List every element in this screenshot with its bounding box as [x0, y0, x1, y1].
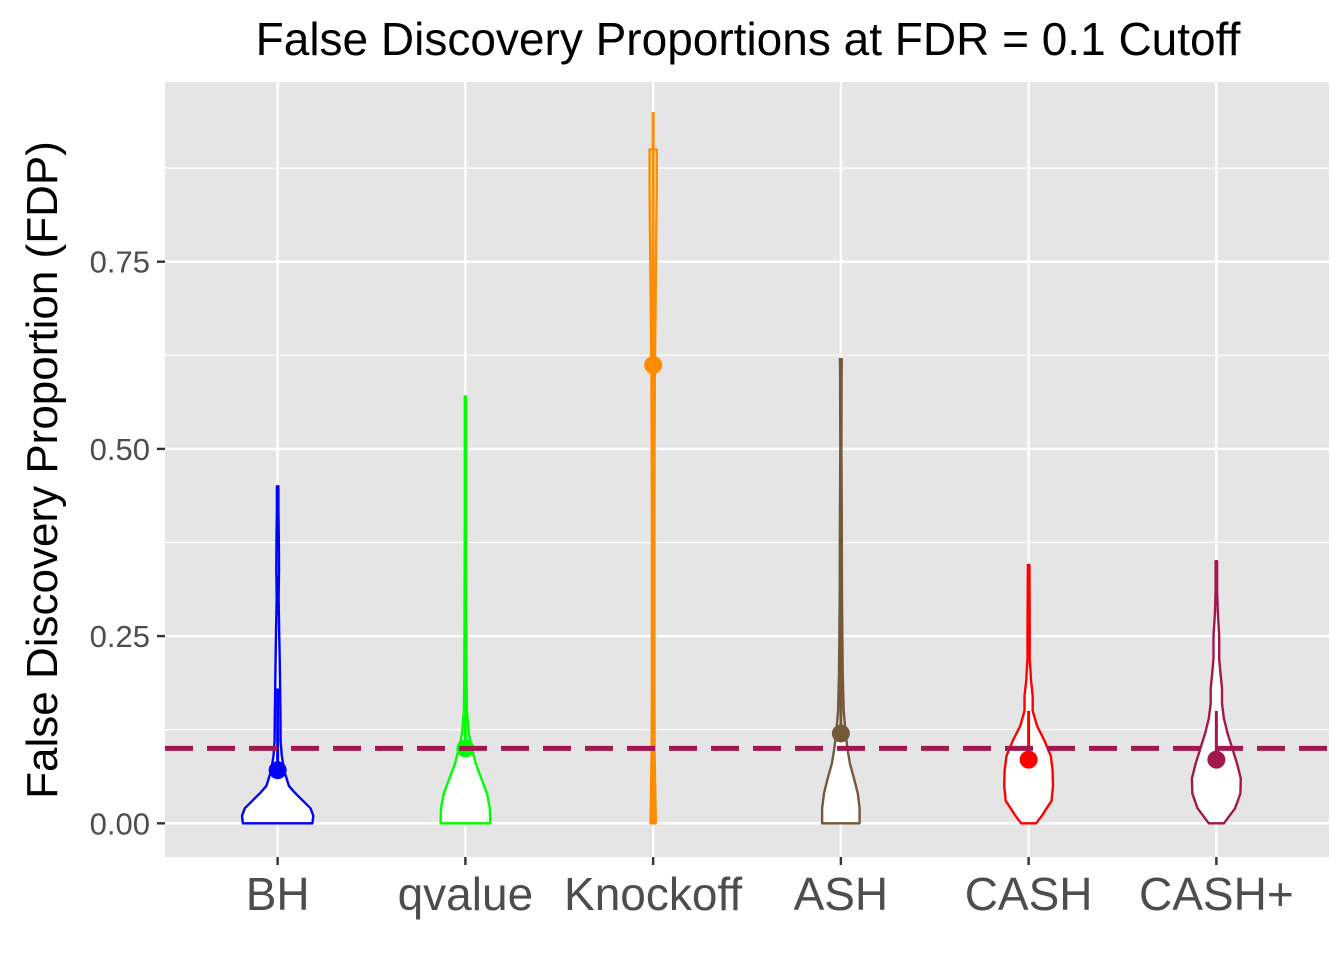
- x-tick-label: ASH: [794, 868, 889, 920]
- y-tick-label: 0.75: [90, 245, 150, 280]
- x-tick-label: Knockoff: [564, 868, 742, 920]
- mean-point-knockoff: [644, 356, 663, 375]
- violin-cash-plus: [1190, 560, 1242, 825]
- x-axis-ticks: BH qvalue Knockoff ASH CASH CASH+: [246, 857, 1294, 920]
- violins: [240, 111, 1242, 825]
- y-tick-label: 0.25: [90, 619, 150, 654]
- x-tick-label: CASH+: [1139, 868, 1294, 920]
- mean-point-cash-plus: [1207, 750, 1226, 769]
- chart-title: False Discovery Proportions at FDR = 0.1…: [256, 13, 1241, 65]
- mean-point-bh: [268, 761, 287, 780]
- violin-ash: [820, 357, 861, 825]
- y-axis-ticks: 0.00 0.25 0.50 0.75: [90, 245, 165, 841]
- x-tick-label: qvalue: [398, 868, 534, 920]
- x-tick-label: BH: [246, 868, 310, 920]
- y-tick-label: 0.50: [90, 432, 150, 467]
- mean-point-cash: [1019, 750, 1038, 769]
- y-axis-label: False Discovery Proportion (FDP): [18, 141, 67, 799]
- mean-point-ash: [831, 724, 850, 743]
- violin-cash: [1003, 563, 1055, 825]
- x-tick-label: CASH: [965, 868, 1093, 920]
- violin-qvalue: [439, 395, 492, 825]
- plot-panel: [165, 82, 1329, 857]
- y-tick-label: 0.00: [90, 806, 150, 841]
